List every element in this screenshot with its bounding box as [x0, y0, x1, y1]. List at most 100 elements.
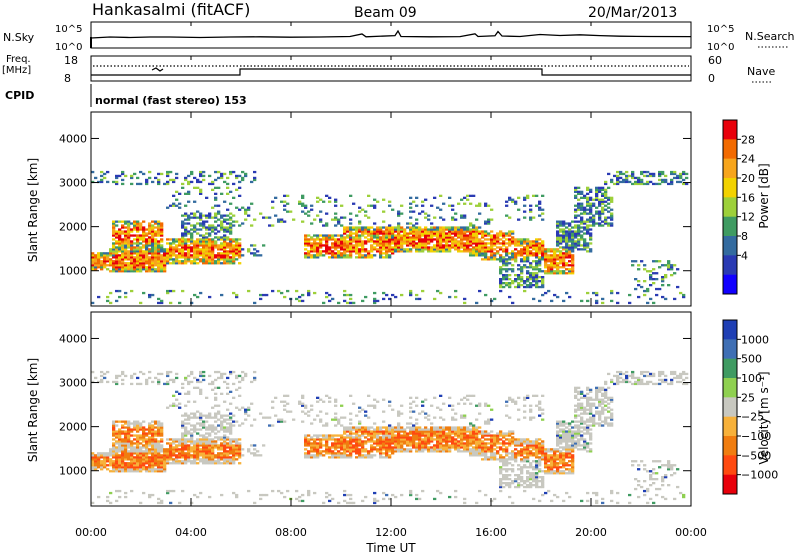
- heatmap-cell: [304, 448, 308, 451]
- heatmap-cell: [184, 454, 188, 457]
- heatmap-cell: [130, 444, 134, 447]
- heatmap-cell: [199, 172, 203, 176]
- heatmap-cell: [577, 238, 581, 241]
- heatmap-cell: [199, 434, 203, 437]
- heatmap-cell: [466, 238, 470, 241]
- heatmap-cell: [193, 254, 197, 257]
- heatmap-cell: [94, 268, 98, 271]
- heatmap-cell: [127, 462, 131, 465]
- heatmap-cell: [160, 454, 164, 457]
- heatmap-cell: [436, 446, 440, 449]
- colorbar-swatch: [723, 178, 737, 198]
- heatmap-cell: [139, 466, 143, 469]
- heatmap-cell: [391, 240, 395, 243]
- heatmap-cell: [232, 446, 236, 449]
- heatmap-cell: [214, 420, 218, 423]
- heatmap-cell: [601, 208, 605, 211]
- heatmap-cell: [364, 214, 368, 217]
- heatmap-cell: [433, 430, 437, 433]
- heatmap-cell: [508, 238, 512, 241]
- heatmap-cell: [349, 236, 353, 239]
- heatmap-cell: [118, 440, 122, 443]
- heatmap-cell: [238, 250, 242, 253]
- heatmap-cell: [238, 256, 242, 259]
- heatmap-cell: [442, 238, 446, 241]
- heatmap-cell: [343, 289, 347, 293]
- heatmap-cell: [109, 501, 113, 505]
- heatmap-cell: [151, 242, 155, 245]
- heatmap-cell: [457, 246, 461, 249]
- heatmap-cell: [526, 276, 530, 279]
- heatmap-cell: [232, 262, 236, 265]
- heatmap-cell: [400, 204, 404, 207]
- freq-label-line2: [MHz]: [2, 65, 31, 76]
- heatmap-cell: [124, 422, 128, 425]
- heatmap-cell: [106, 256, 110, 259]
- heatmap-cell: [322, 450, 326, 453]
- heatmap-cell: [391, 426, 395, 429]
- heatmap-cell: [166, 462, 170, 465]
- heatmap-cell: [346, 450, 350, 453]
- heatmap-cell: [136, 176, 140, 180]
- heatmap-cell: [208, 216, 212, 219]
- heatmap-cell: [511, 268, 515, 271]
- heatmap-cell: [427, 418, 431, 421]
- heatmap-cell: [109, 258, 113, 261]
- heatmap-cell: [451, 204, 455, 207]
- heatmap-cell: [553, 264, 557, 267]
- heatmap-cell: [280, 418, 284, 421]
- heatmap-cell: [406, 432, 410, 435]
- heatmap-cell: [538, 276, 542, 279]
- heatmap-cell: [349, 248, 353, 251]
- heatmap-cell: [403, 234, 407, 237]
- heatmap-cell: [547, 272, 551, 275]
- heatmap-cell: [235, 242, 239, 245]
- heatmap-cell: [145, 446, 149, 449]
- heatmap-cell: [583, 194, 587, 197]
- heatmap-cell: [580, 192, 584, 195]
- heatmap-cell: [169, 242, 173, 245]
- heatmap-cell: [532, 278, 536, 281]
- heatmap-cell: [91, 180, 95, 184]
- heatmap-cell: [529, 218, 533, 221]
- heatmap-cell: [544, 272, 548, 275]
- heatmap-cell: [394, 495, 398, 499]
- heatmap-cell: [328, 200, 332, 203]
- heatmap-cell: [457, 426, 461, 429]
- heatmap-cell: [229, 256, 233, 259]
- heatmap-cell: [340, 248, 344, 251]
- heatmap-cell: [577, 242, 581, 245]
- heatmap-cell: [544, 256, 548, 259]
- heatmap-cell: [238, 186, 242, 189]
- heatmap-cell: [457, 240, 461, 243]
- heatmap-cell: [556, 256, 560, 259]
- heatmap-cell: [472, 442, 476, 445]
- heatmap-cell: [112, 180, 116, 184]
- heatmap-cell: [340, 234, 344, 237]
- heatmap-cell: [370, 204, 374, 207]
- nave-tick-low: 0: [708, 72, 715, 85]
- heatmap-cell: [370, 248, 374, 251]
- heatmap-cell: [154, 430, 158, 433]
- heatmap-cell: [577, 208, 581, 211]
- heatmap-cell: [253, 252, 257, 255]
- heatmap-cell: [103, 256, 107, 259]
- heatmap-cell: [142, 434, 146, 437]
- heatmap-cell: [334, 256, 338, 259]
- heatmap-cell: [433, 226, 437, 229]
- heatmap-cell: [148, 468, 152, 471]
- heatmap-cell: [391, 234, 395, 237]
- heatmap-cell: [499, 238, 503, 241]
- heatmap-cell: [121, 382, 125, 386]
- heatmap-cell: [217, 218, 221, 221]
- heatmap-cell: [157, 462, 161, 465]
- heatmap-cell: [373, 422, 377, 425]
- heatmap-cell: [325, 495, 329, 499]
- heatmap-cell: [187, 214, 191, 217]
- heatmap-cell: [166, 454, 170, 457]
- heatmap-cell: [373, 246, 377, 249]
- heatmap-cell: [124, 438, 128, 441]
- heatmap-cell: [481, 232, 485, 235]
- heatmap-cell: [508, 244, 512, 247]
- heatmap-cell: [433, 428, 437, 431]
